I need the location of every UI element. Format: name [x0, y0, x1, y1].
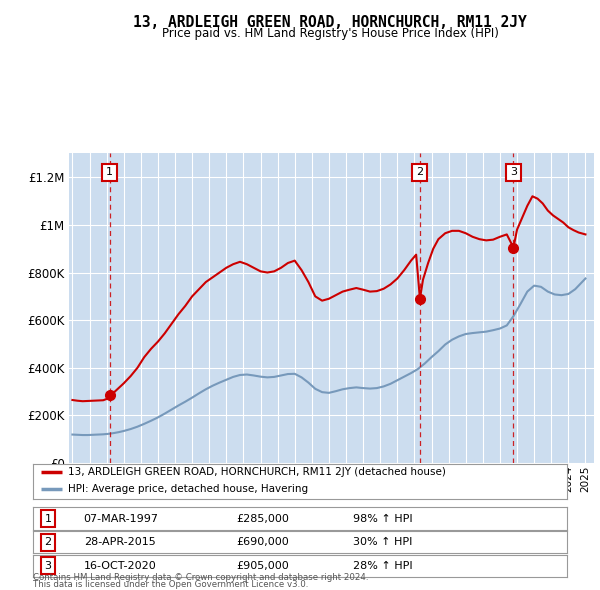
Text: 98% ↑ HPI: 98% ↑ HPI — [353, 514, 413, 523]
Text: 13, ARDLEIGH GREEN ROAD, HORNCHURCH, RM11 2JY (detached house): 13, ARDLEIGH GREEN ROAD, HORNCHURCH, RM1… — [68, 467, 446, 477]
Text: 3: 3 — [510, 168, 517, 178]
Text: HPI: Average price, detached house, Havering: HPI: Average price, detached house, Have… — [68, 484, 308, 494]
Text: £285,000: £285,000 — [236, 514, 289, 523]
Text: Contains HM Land Registry data © Crown copyright and database right 2024.: Contains HM Land Registry data © Crown c… — [33, 573, 368, 582]
Text: 28% ↑ HPI: 28% ↑ HPI — [353, 561, 413, 571]
Text: 1: 1 — [44, 514, 52, 523]
Text: 2: 2 — [416, 168, 424, 178]
Text: 16-OCT-2020: 16-OCT-2020 — [84, 561, 157, 571]
Text: 1: 1 — [106, 168, 113, 178]
Text: Price paid vs. HM Land Registry's House Price Index (HPI): Price paid vs. HM Land Registry's House … — [161, 27, 499, 40]
Text: £690,000: £690,000 — [236, 537, 289, 547]
Text: 3: 3 — [44, 561, 52, 571]
Text: 28-APR-2015: 28-APR-2015 — [84, 537, 155, 547]
Text: 13, ARDLEIGH GREEN ROAD, HORNCHURCH, RM11 2JY: 13, ARDLEIGH GREEN ROAD, HORNCHURCH, RM1… — [133, 15, 527, 30]
Text: 07-MAR-1997: 07-MAR-1997 — [84, 514, 159, 523]
Text: 2: 2 — [44, 537, 52, 547]
Text: £905,000: £905,000 — [236, 561, 289, 571]
Text: 30% ↑ HPI: 30% ↑ HPI — [353, 537, 413, 547]
Text: This data is licensed under the Open Government Licence v3.0.: This data is licensed under the Open Gov… — [33, 581, 308, 589]
